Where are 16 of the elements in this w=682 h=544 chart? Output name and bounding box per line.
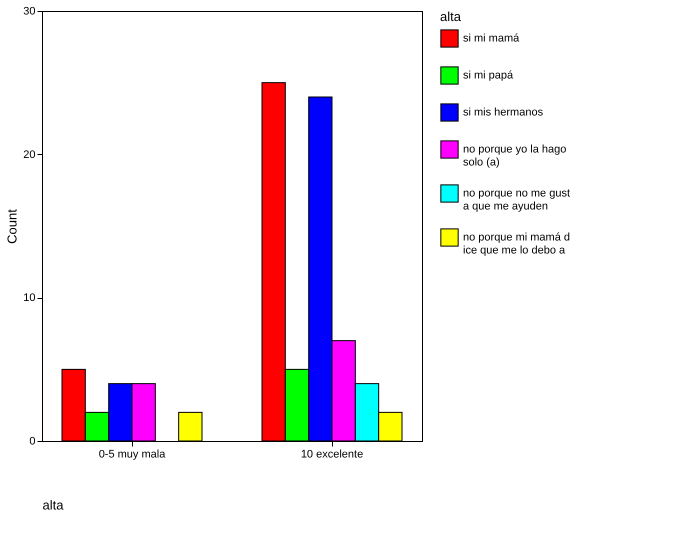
legend-label: no porque mi mamá dice que me lo debo a [463, 232, 570, 256]
x-tick-label: 0-5 muy mala [98, 448, 166, 460]
legend-label: no porque yo la hago solo (a) [463, 144, 566, 168]
y-tick-label: 0 [29, 436, 36, 448]
legend-label: no porque no me gusta que me ayuden [463, 188, 570, 212]
bar [178, 412, 202, 442]
y-axis-title: Count [4, 208, 20, 244]
x-tick-label: 10 excelente [300, 448, 364, 460]
y-tick-label: 20 [23, 148, 36, 161]
legend-title: alta [440, 9, 462, 24]
legend-label: si mi mamá [463, 32, 520, 44]
legend-label: si mi papá [463, 70, 514, 82]
y-tick-label: 30 [23, 6, 36, 18]
legend-label: si mis hermanos [463, 106, 544, 118]
x-axis-title: alta [42, 498, 64, 512]
y-tick-label: 10 [23, 292, 36, 304]
